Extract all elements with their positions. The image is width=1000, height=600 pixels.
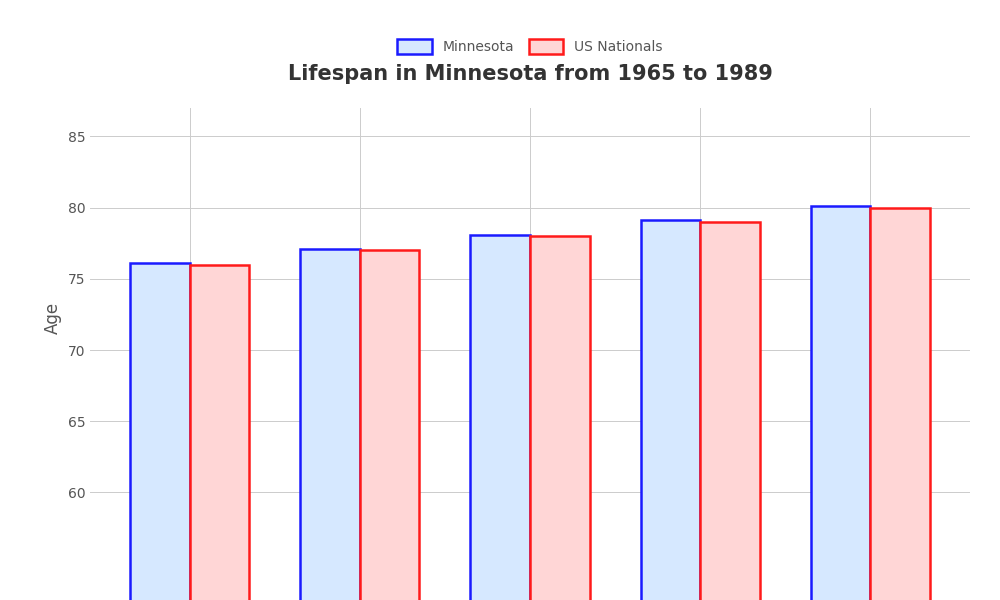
Bar [700,222,760,600]
Bar [641,220,700,600]
Legend: Minnesota, US Nationals: Minnesota, US Nationals [397,40,663,54]
Bar [470,235,530,600]
X-axis label: Year: Year [512,553,548,571]
Y-axis label: Age: Age [44,302,62,334]
Bar [300,249,360,600]
Bar [130,263,190,600]
Bar [811,206,870,600]
Bar [870,208,930,600]
Bar [360,250,419,600]
Bar [530,236,590,600]
Bar [190,265,249,600]
Title: Lifespan in Minnesota from 1965 to 1989: Lifespan in Minnesota from 1965 to 1989 [288,64,772,84]
